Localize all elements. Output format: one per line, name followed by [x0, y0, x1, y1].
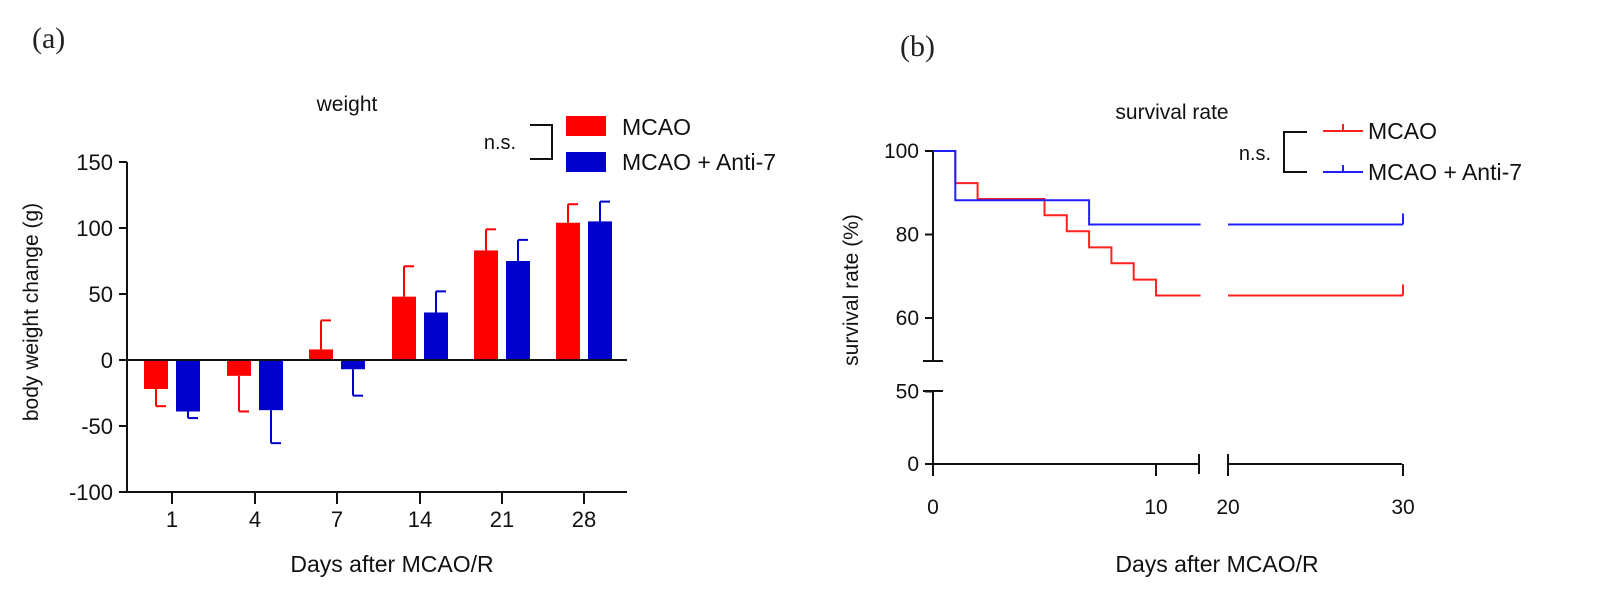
survival-x-tick-label: 20 — [1216, 496, 1239, 519]
bar-anti7-4 — [259, 360, 283, 411]
panel-label-a: (a) — [32, 22, 65, 55]
bar-y-tick-label: 150 — [76, 150, 113, 175]
survival-y-tick-label: 60 — [896, 307, 919, 330]
bar-chart-title: weight — [316, 93, 378, 116]
bar-y-tick-label: 100 — [76, 216, 113, 241]
survival-chart-ylabel: survival rate (%) — [840, 214, 863, 366]
survival-x-tick-label: 10 — [1144, 496, 1167, 519]
bar-x-tick-label: 4 — [249, 507, 261, 532]
bar-legend-label-anti7: MCAO + Anti-7 — [622, 149, 776, 175]
bar-y-tick-label: -100 — [69, 480, 113, 505]
survival-y-tick-label: 80 — [896, 224, 919, 247]
survival-y-tick-label: 100 — [884, 140, 919, 163]
survival-line-anti7 — [933, 150, 1201, 226]
bar-y-tick-label: 50 — [89, 282, 113, 307]
survival-chart-title: survival rate — [1115, 101, 1228, 124]
survival-significance-label: n.s. — [1239, 143, 1271, 165]
bar-significance-label: n.s. — [484, 132, 516, 154]
bar-anti7-14 — [424, 312, 448, 360]
bar-anti7-21 — [506, 261, 530, 360]
survival-chart: 100 80 60 50 00 10 20 30 — [884, 140, 1415, 519]
bar-legend-label-mcao: MCAO — [622, 114, 691, 140]
survival-legend-label-anti7: MCAO + Anti-7 — [1368, 159, 1522, 185]
survival-significance-bracket — [1283, 131, 1307, 173]
bar-x-tick-label: 14 — [408, 507, 432, 532]
bar-mcao-21 — [474, 250, 498, 360]
survival-x-tick-label: 0 — [927, 496, 939, 519]
bar-mcao-7 — [309, 349, 333, 360]
survival-chart-xlabel: Days after MCAO/R — [1115, 551, 1318, 577]
bar-x-tick-label: 21 — [490, 507, 514, 532]
survival-y-tick-label: 50 — [896, 381, 919, 404]
bar-x-tick-label: 7 — [331, 507, 343, 532]
bar-anti7-28 — [588, 221, 612, 360]
bar-significance-bracket — [530, 124, 553, 160]
survival-x-tick-label: 30 — [1391, 496, 1414, 519]
survival-line-mcao — [933, 150, 1201, 297]
bar-mcao-4 — [227, 360, 251, 376]
bar-legend-swatch-mcao — [566, 116, 606, 136]
survival-legend-label-mcao: MCAO — [1368, 118, 1437, 144]
panel-label-b: (b) — [900, 30, 935, 63]
bar-mcao-1 — [144, 360, 168, 390]
bar-mcao-28 — [556, 222, 580, 360]
bar-y-tick-label: 0 — [101, 348, 113, 373]
bar-x-tick-label: 28 — [572, 507, 596, 532]
bar-legend-swatch-anti7 — [566, 152, 606, 172]
bar-anti7-7 — [341, 360, 365, 370]
bar-anti7-1 — [176, 360, 200, 412]
bar-y-tick-label: -50 — [81, 414, 113, 439]
bar-chart-xlabel: Days after MCAO/R — [290, 551, 493, 577]
bar-mcao-14 — [392, 296, 416, 360]
bar-chart-ylabel: body weight change (g) — [20, 203, 43, 421]
survival-y-tick-label: 0 — [907, 453, 919, 476]
bar-x-tick-label: 1 — [166, 507, 178, 532]
